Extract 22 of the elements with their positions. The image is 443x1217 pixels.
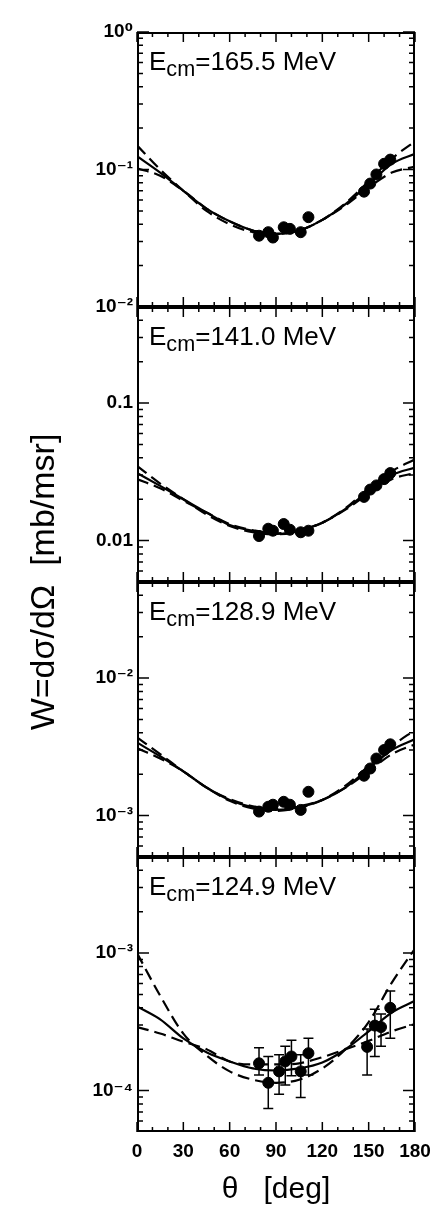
y-tick-label: 10⁻²: [95, 666, 133, 688]
x-axis-title: θ [deg]: [221, 1171, 331, 1205]
y-tick-label: 10⁻³: [95, 941, 133, 963]
y-tick-label: 10⁰: [103, 20, 133, 42]
annotation: E$_{cm}$=128.9 MeV: [149, 596, 337, 633]
x-tick-label: 180: [399, 1139, 431, 1161]
annotation: E$_{cm}$=141.0 MeV: [149, 321, 337, 358]
y-tick-label: 0.1: [106, 391, 134, 413]
x-tick-label: 30: [172, 1139, 194, 1161]
x-tick-label: 90: [265, 1139, 287, 1161]
y-tick-label: 10⁻¹: [95, 157, 133, 179]
y-tick-label: 10⁻⁴: [92, 1078, 133, 1100]
x-tick-label: 150: [352, 1139, 385, 1161]
y-axis-title: W=dσ/dΩ [mb/msr]: [22, 433, 62, 731]
x-tick-label: 60: [219, 1139, 241, 1161]
x-tick-label: 0: [131, 1139, 143, 1161]
y-tick-label: 0.01: [96, 528, 134, 550]
y-tick-label: 10⁻³: [95, 803, 133, 825]
annotation: E$_{cm}$=165.5 MeV: [149, 46, 337, 83]
annotation: E$_{cm}$=124.9 MeV: [149, 871, 337, 908]
x-tick-label: 120: [306, 1139, 339, 1161]
y-tick-label: 10⁻²: [95, 295, 133, 317]
